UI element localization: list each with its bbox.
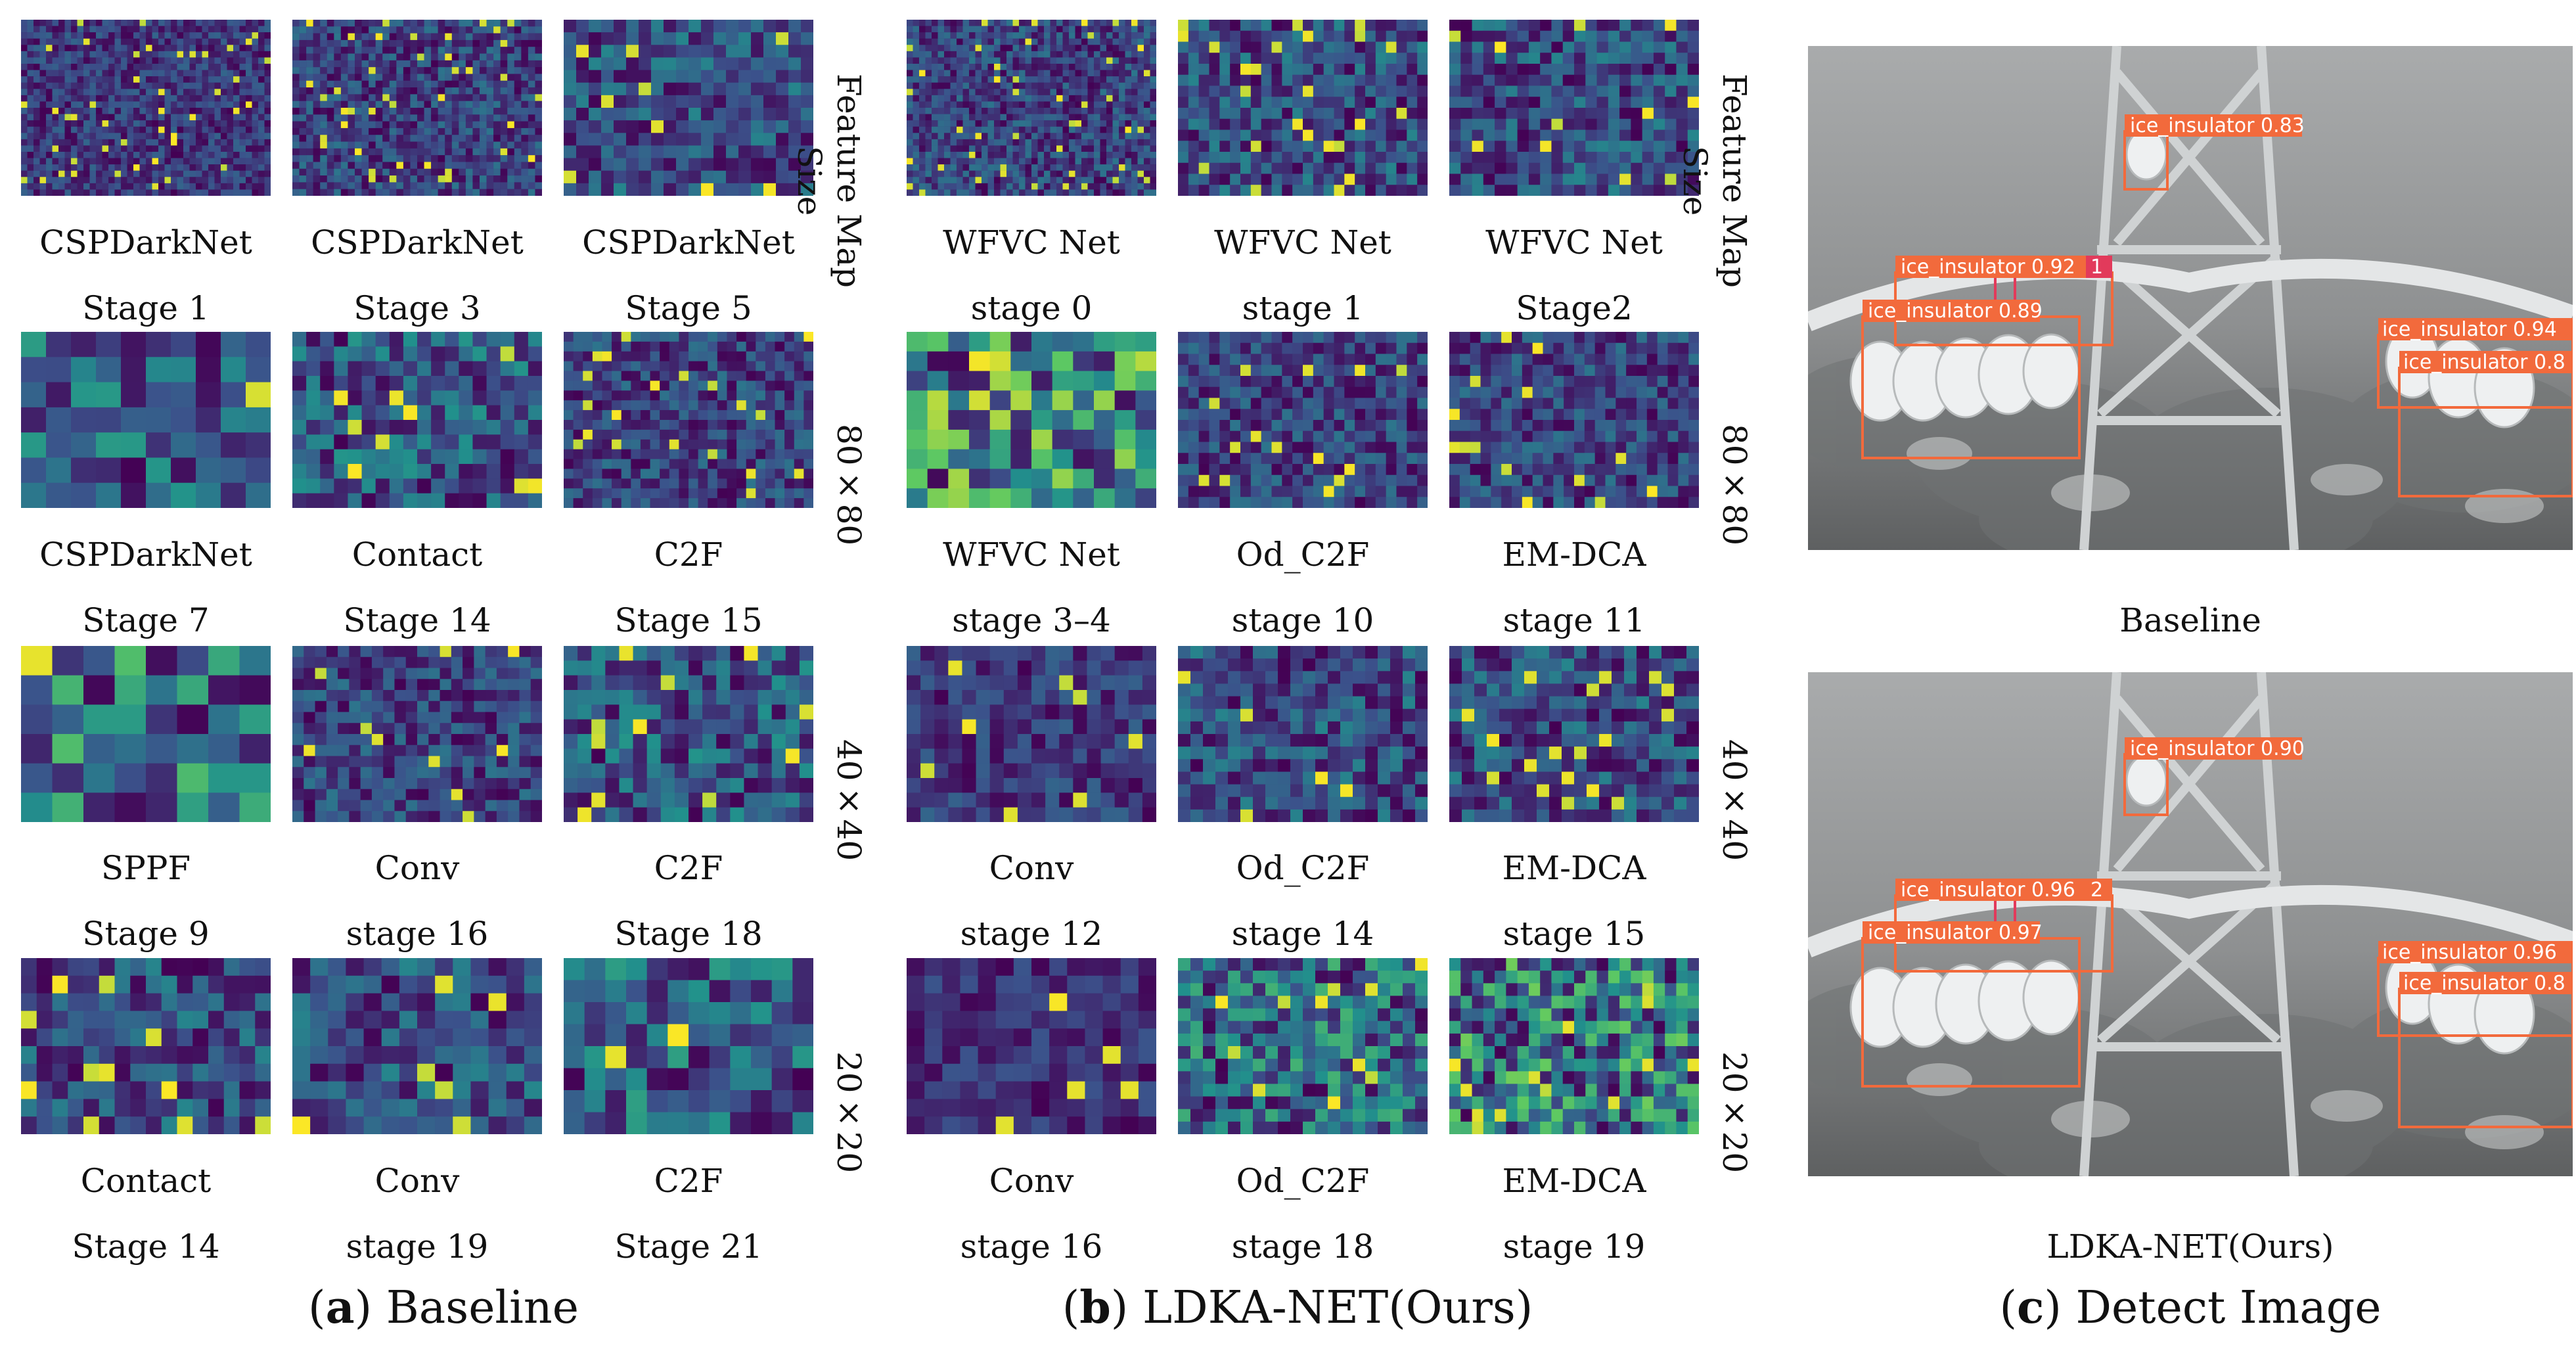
side-label-a-size: Feature Map Size bbox=[790, 73, 868, 288]
detect-image-ldka: ice_insulator 0.90 ice_insulator 0.96 2 … bbox=[1808, 672, 2573, 1176]
feature-map-a-8 bbox=[292, 646, 542, 822]
label-a-10: Contact Stage 14 bbox=[72, 1162, 220, 1266]
label-a-8: Conv stage 16 bbox=[346, 849, 489, 953]
label-b-8: Od_C2F stage 14 bbox=[1231, 849, 1374, 953]
feature-map-b-2 bbox=[1178, 20, 1428, 196]
label-b-7: Conv stage 12 bbox=[960, 849, 1103, 953]
label-a-12: C2F Stage 21 bbox=[614, 1162, 763, 1266]
feature-map-a-12 bbox=[564, 958, 813, 1134]
label-b-10: Conv stage 16 bbox=[960, 1162, 1103, 1266]
caption-c: (c) Detect Image bbox=[1999, 1281, 2382, 1334]
box-label-bottom-6: ice_insulator 0.8 bbox=[2403, 972, 2565, 995]
side-label-b-40: 40×40 bbox=[1715, 739, 1753, 861]
label-b-6: EM-DCA stage 11 bbox=[1502, 536, 1646, 639]
box-label-top-2: ice_insulator 0.92 bbox=[1901, 256, 2075, 279]
feature-map-b-4 bbox=[907, 332, 1156, 508]
feature-map-a-11 bbox=[292, 958, 542, 1134]
box-label-bottom-4: ice_insulator 0.97 bbox=[1868, 921, 2043, 944]
feature-map-a-9 bbox=[564, 646, 813, 822]
box-label-top-4: ice_insulator 0.89 bbox=[1868, 300, 2043, 323]
label-a-5: Contact Stage 14 bbox=[343, 536, 491, 639]
box-label-top-6: ice_insulator 0.8 bbox=[2403, 351, 2565, 374]
label-a-6: C2F Stage 15 bbox=[614, 536, 763, 639]
caption-b: (b) LDKA-NET(Ours) bbox=[1062, 1281, 1533, 1334]
label-b-5: Od_C2F stage 10 bbox=[1231, 536, 1374, 639]
feature-map-a-4 bbox=[21, 332, 271, 508]
side-label-b-size: Feature Map Size bbox=[1676, 73, 1753, 288]
feature-map-a-5 bbox=[292, 332, 542, 508]
box-label-bottom-1: ice_insulator 0.90 bbox=[2130, 737, 2305, 760]
side-label-b-80: 80×80 bbox=[1715, 424, 1753, 546]
side-label-a-80: 80×80 bbox=[830, 424, 868, 546]
box-label-top-3: 1 bbox=[2090, 256, 2103, 279]
feature-map-a-7 bbox=[21, 646, 271, 822]
label-b-2: WFVC Net stage 1 bbox=[1214, 223, 1391, 327]
feature-map-a-6 bbox=[564, 332, 813, 508]
feature-map-b-10 bbox=[907, 958, 1156, 1134]
box-label-top-1: ice_insulator 0.83 bbox=[2130, 114, 2305, 137]
side-label-a-40: 40×40 bbox=[830, 739, 868, 861]
feature-map-a-10 bbox=[21, 958, 271, 1134]
label-a-7: SPPF Stage 9 bbox=[82, 849, 210, 953]
label-b-3: WFVC Net Stage2 bbox=[1485, 223, 1663, 327]
label-b-9: EM-DCA stage 15 bbox=[1502, 849, 1646, 953]
feature-map-b-12 bbox=[1449, 958, 1699, 1134]
feature-map-b-11 bbox=[1178, 958, 1428, 1134]
detect-caption-baseline: Baseline bbox=[2119, 601, 2261, 639]
feature-map-a-3 bbox=[564, 20, 813, 196]
feature-map-b-3 bbox=[1449, 20, 1699, 196]
label-b-4: WFVC Net stage 3–4 bbox=[943, 536, 1120, 639]
side-label-b-20: 20×20 bbox=[1715, 1051, 1753, 1174]
label-b-12: EM-DCA stage 19 bbox=[1502, 1162, 1646, 1266]
detect-caption-ldka: LDKA-NET(Ours) bbox=[2046, 1227, 2334, 1266]
side-label-a-20: 20×20 bbox=[830, 1051, 868, 1174]
box-label-top-5: ice_insulator 0.94 bbox=[2382, 318, 2557, 341]
label-a-2: CSPDarkNet Stage 3 bbox=[311, 223, 524, 327]
detect-image-baseline: ice_insulator 0.83 ice_insulator 0.92 1 … bbox=[1808, 46, 2573, 550]
feature-map-b-1 bbox=[907, 20, 1156, 196]
feature-map-b-7 bbox=[907, 646, 1156, 822]
label-b-1: WFVC Net stage 0 bbox=[943, 223, 1120, 327]
feature-map-b-9 bbox=[1449, 646, 1699, 822]
feature-map-b-6 bbox=[1449, 332, 1699, 508]
box-label-bottom-3: 2 bbox=[2090, 879, 2103, 902]
label-a-3: CSPDarkNet Stage 5 bbox=[582, 223, 795, 327]
feature-map-b-8 bbox=[1178, 646, 1428, 822]
label-b-11: Od_C2F stage 18 bbox=[1231, 1162, 1374, 1266]
box-label-bottom-5: ice_insulator 0.96 bbox=[2382, 941, 2557, 964]
label-a-9: C2F Stage 18 bbox=[614, 849, 763, 953]
box-label-bottom-2: ice_insulator 0.96 bbox=[1901, 879, 2075, 902]
feature-map-a-2 bbox=[292, 20, 542, 196]
label-a-11: Conv stage 19 bbox=[346, 1162, 489, 1266]
feature-map-a-1 bbox=[21, 20, 271, 196]
feature-map-b-5 bbox=[1178, 332, 1428, 508]
label-a-1: CSPDarkNet Stage 1 bbox=[39, 223, 252, 327]
caption-a: (a) Baseline bbox=[308, 1281, 579, 1334]
label-a-4: CSPDarkNet Stage 7 bbox=[39, 536, 252, 639]
